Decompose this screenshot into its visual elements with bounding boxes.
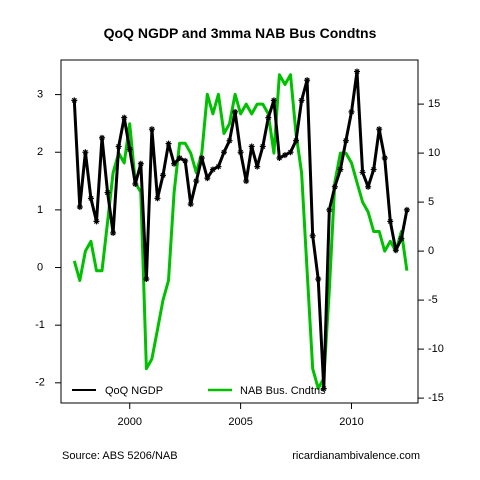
- ngdp-point: [320, 385, 327, 392]
- ngdp-point: [331, 183, 338, 190]
- x-tick-label: 2000: [117, 416, 141, 428]
- ngdp-point: [232, 108, 239, 115]
- ngdp-point: [82, 149, 89, 156]
- ngdp-point: [276, 155, 283, 161]
- y-left-tick-label: 0: [37, 261, 43, 273]
- ngdp-point: [87, 195, 94, 202]
- ngdp-point: [243, 178, 250, 185]
- ngdp-point: [76, 204, 83, 210]
- ngdp-point: [165, 140, 172, 147]
- ngdp-point: [370, 166, 377, 173]
- ngdp-point: [93, 218, 100, 225]
- y-left-tick-label: 2: [37, 146, 43, 158]
- ngdp-point: [71, 97, 78, 104]
- ngdp-point: [354, 68, 361, 75]
- legend-label-nab: NAB Bus. Cndtns: [240, 385, 326, 397]
- ngdp-point: [187, 201, 194, 208]
- ngdp-point: [193, 178, 200, 185]
- ngdp-point: [204, 175, 211, 182]
- ngdp-point: [110, 229, 117, 236]
- ngdp-point: [348, 108, 355, 115]
- y-left-tick-label: -2: [35, 377, 45, 389]
- ngdp-point: [342, 137, 349, 144]
- ngdp-point: [254, 163, 261, 170]
- ngdp-point: [99, 134, 106, 141]
- ngdp-point: [220, 149, 227, 156]
- footer-source: Source: ABS 5206/NAB: [62, 450, 178, 462]
- y-left-tick-label: 3: [37, 88, 43, 100]
- ngdp-point: [298, 97, 305, 104]
- ngdp-point: [171, 160, 178, 167]
- ngdp-point: [359, 169, 366, 176]
- ngdp-point: [248, 143, 255, 150]
- ngdp-point: [143, 276, 150, 283]
- ngdp-point: [304, 77, 311, 84]
- ngdp-point: [387, 218, 394, 225]
- series-layer: [71, 68, 410, 392]
- chart-title: QoQ NGDP and 3mma NAB Bus Condtns: [104, 25, 377, 41]
- ngdp-point: [126, 146, 133, 153]
- ngdp-point: [148, 126, 155, 133]
- ngdp-point: [381, 155, 388, 161]
- ngdp-point: [392, 247, 399, 254]
- ngdp-point: [265, 114, 272, 121]
- ngdp-point: [293, 137, 300, 144]
- ngdp-point: [215, 163, 222, 170]
- ngdp-point: [237, 149, 244, 156]
- ngdp-point: [137, 160, 144, 167]
- y-right-tick-label: -5: [428, 294, 438, 306]
- ngdp-point: [287, 149, 294, 156]
- legend-label-ngdp: QoQ NGDP: [105, 385, 163, 397]
- ngdp-point: [337, 166, 344, 173]
- ngdp-point: [209, 166, 216, 173]
- ngdp-point: [403, 206, 410, 213]
- y-left-tick-label: -1: [35, 319, 45, 331]
- footer-site: ricardianambivalence.com: [292, 450, 420, 462]
- ngdp-point: [281, 152, 288, 159]
- ngdp-point: [226, 137, 233, 144]
- ngdp-point: [132, 180, 139, 187]
- x-tick-label: 2010: [339, 416, 363, 428]
- y-right-tick-label: 15: [428, 98, 440, 110]
- y-right-tick-label: 10: [428, 147, 440, 159]
- plot-frame: [60, 59, 419, 404]
- ngdp-point: [270, 97, 277, 104]
- y-right-tick-label: -15: [428, 392, 444, 404]
- ngdp-point: [154, 195, 161, 202]
- ngdp-point: [121, 114, 128, 121]
- ngdp-point: [182, 157, 189, 164]
- y-right-tick-label: -10: [428, 343, 444, 355]
- ngdp-point: [326, 206, 333, 213]
- ngdp-point: [315, 276, 322, 283]
- y-right-tick-label: 5: [428, 196, 434, 208]
- ngdp-point: [309, 232, 316, 239]
- ngdp-point: [376, 126, 383, 133]
- ngdp-point: [398, 235, 405, 242]
- y-left-tick-label: 1: [37, 204, 43, 216]
- x-tick-label: 2005: [228, 416, 252, 428]
- series-line-nab: [72, 73, 409, 390]
- ngdp-point: [176, 155, 183, 161]
- y-right-tick-label: 0: [428, 245, 434, 257]
- ngdp-point: [259, 143, 266, 150]
- ngdp-point: [115, 143, 122, 150]
- ngdp-point: [160, 172, 166, 179]
- ngdp-point: [365, 183, 372, 190]
- legend: QoQ NGDP NAB Bus. Cndtns: [72, 385, 326, 397]
- ngdp-point: [198, 155, 205, 161]
- ngdp-point: [104, 189, 111, 196]
